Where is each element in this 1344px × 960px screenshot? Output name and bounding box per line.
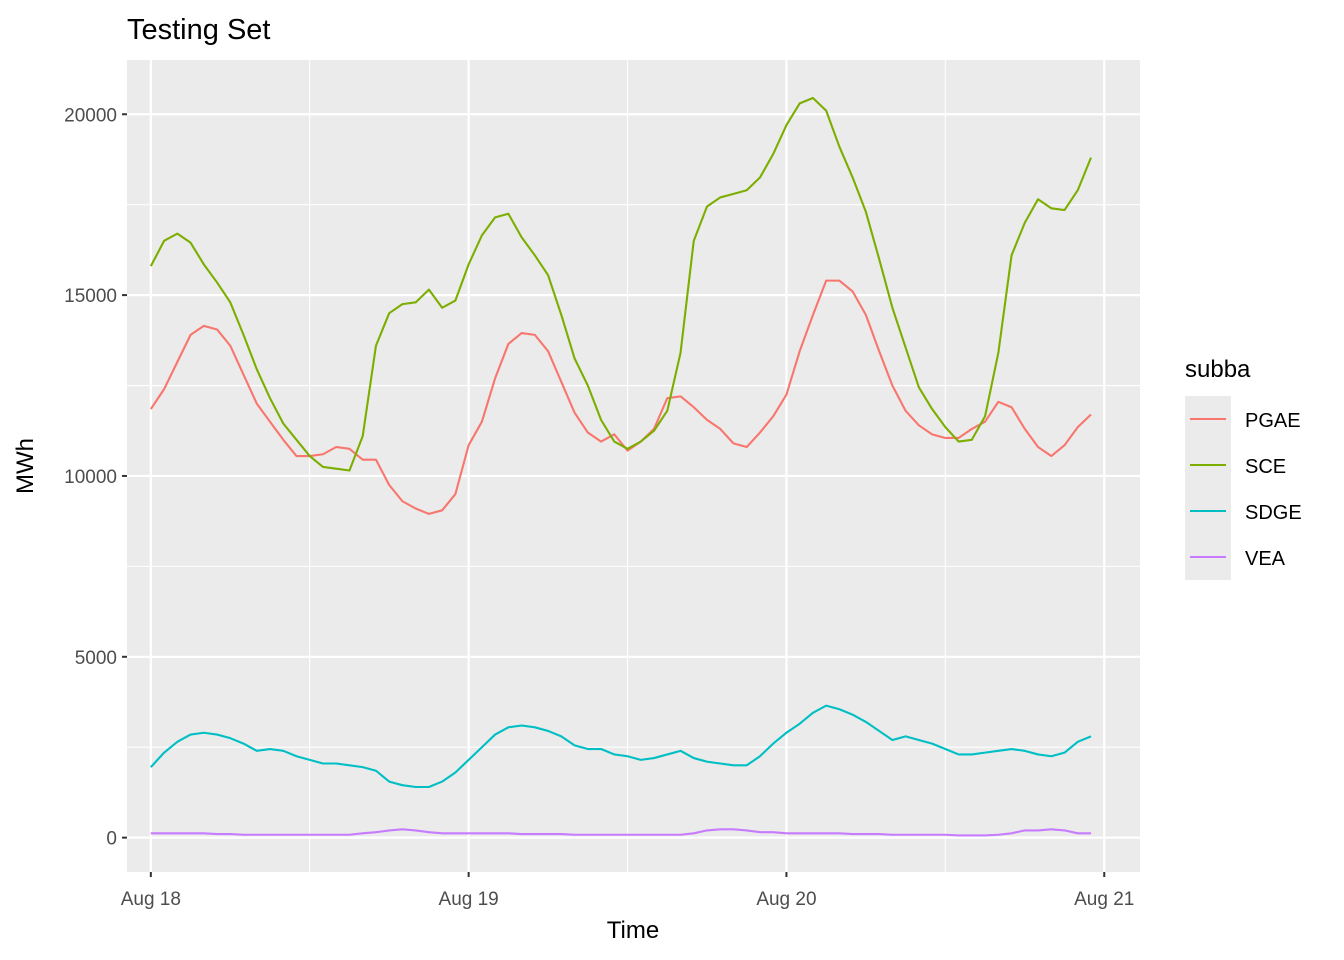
x-axis-title: Time: [607, 917, 659, 944]
y-tick-label: 5000: [75, 648, 117, 669]
legend: subba PGAE SCE SDGE VEA: [1185, 356, 1302, 580]
series-lines: [149, 96, 1092, 837]
legend-label-sce: SCE: [1245, 456, 1286, 478]
series-line-sce: [149, 96, 1092, 472]
x-tick-label: Aug 18: [121, 889, 181, 910]
chart-title: Testing Set: [127, 14, 270, 46]
x-tick-label: Aug 20: [756, 889, 816, 910]
plot-panel: [127, 60, 1140, 872]
y-tick-label: 10000: [64, 467, 117, 488]
grid-major: [127, 60, 1140, 872]
legend-label-pgae: PGAE: [1245, 410, 1301, 432]
series-line-sdge: [150, 704, 1092, 789]
x-tick-label: Aug 21: [1074, 889, 1134, 910]
x-axis: Aug 18 Aug 19 Aug 20 Aug 21: [121, 872, 1134, 910]
series-line-vea: [150, 828, 1092, 837]
y-tick-label: 20000: [64, 105, 117, 126]
grid-minor: [127, 60, 1140, 872]
legend-label-sdge: SDGE: [1245, 502, 1302, 524]
series-line-pgae: [149, 279, 1092, 515]
y-axis: 0 5000 10000 15000 20000: [64, 105, 127, 850]
x-tick-label: Aug 19: [439, 889, 499, 910]
y-tick-label: 0: [106, 829, 117, 850]
legend-label-vea: VEA: [1245, 548, 1286, 570]
y-axis-title: MWh: [12, 438, 39, 494]
y-tick-label: 15000: [64, 286, 117, 307]
legend-title: subba: [1185, 356, 1251, 383]
